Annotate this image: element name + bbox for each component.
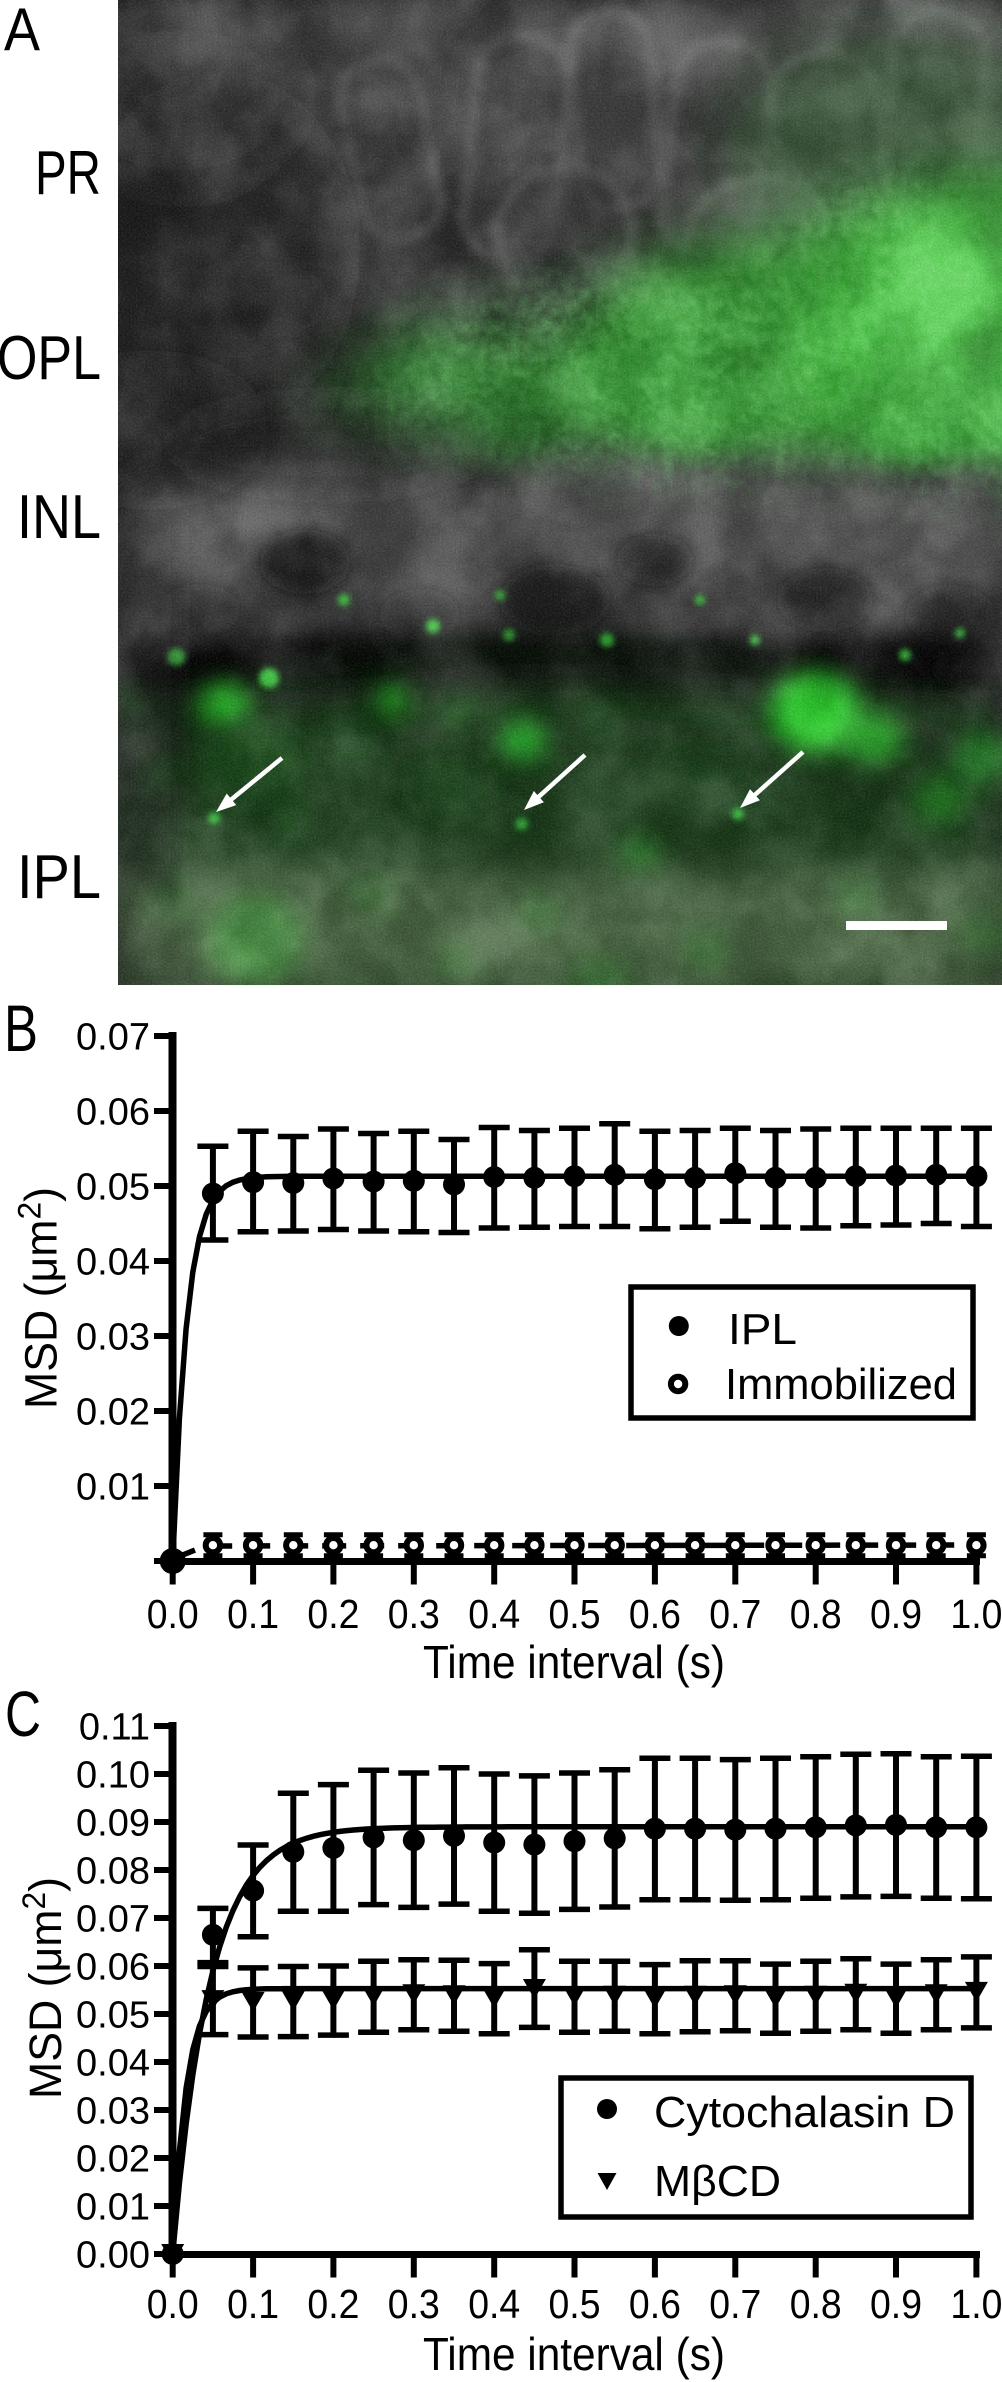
svg-text:0.03: 0.03 — [76, 2091, 150, 2133]
svg-text:1.0: 1.0 — [950, 2281, 1002, 2327]
svg-text:0.3: 0.3 — [388, 1591, 440, 1637]
svg-text:Time interval (s): Time interval (s) — [423, 1636, 725, 1688]
svg-text:0.4: 0.4 — [468, 1591, 520, 1637]
svg-text:0.05: 0.05 — [76, 1995, 150, 2037]
svg-text:0.07: 0.07 — [76, 1899, 150, 1941]
svg-text:C: C — [5, 1678, 41, 1750]
svg-text:0.09: 0.09 — [76, 1803, 150, 1845]
svg-text:PR: PR — [35, 139, 101, 208]
svg-text:0.0: 0.0 — [147, 1591, 199, 1637]
svg-text:0.2: 0.2 — [307, 1591, 359, 1637]
svg-text:0.07: 0.07 — [76, 1017, 150, 1059]
svg-text:0.02: 0.02 — [76, 2139, 150, 2181]
svg-text:0.9: 0.9 — [870, 1591, 922, 1637]
svg-text:Time interval (s): Time interval (s) — [423, 2328, 725, 2380]
svg-text:MβCD: MβCD — [654, 2157, 781, 2206]
svg-text:0.8: 0.8 — [790, 2281, 842, 2327]
svg-text:0.06: 0.06 — [76, 1947, 150, 1989]
svg-text:0.5: 0.5 — [549, 2281, 601, 2327]
svg-text:0.04: 0.04 — [76, 1242, 150, 1284]
svg-text:0.7: 0.7 — [709, 1591, 761, 1637]
svg-text:0.8: 0.8 — [790, 1591, 842, 1637]
svg-text:0.3: 0.3 — [388, 2281, 440, 2327]
svg-text:0.6: 0.6 — [629, 2281, 681, 2327]
svg-text:0.0: 0.0 — [147, 2281, 199, 2327]
svg-text:0.01: 0.01 — [76, 1467, 150, 1509]
svg-text:0.10: 0.10 — [76, 1755, 150, 1797]
svg-text:0.9: 0.9 — [870, 2281, 922, 2327]
svg-text:OPL: OPL — [0, 324, 101, 393]
svg-text:0.6: 0.6 — [629, 1591, 681, 1637]
svg-text:A: A — [4, 0, 40, 63]
svg-text:0.01: 0.01 — [76, 2187, 150, 2229]
svg-text:Immobilized: Immobilized — [725, 1360, 957, 1409]
svg-text:IPL: IPL — [17, 843, 101, 912]
svg-text:B: B — [4, 991, 38, 1065]
svg-text:INL: INL — [17, 483, 101, 552]
svg-text:0.11: 0.11 — [79, 1707, 150, 1749]
svg-text:0.06: 0.06 — [76, 1092, 150, 1134]
svg-text:IPL: IPL — [728, 1305, 797, 1354]
svg-text:0.1: 0.1 — [227, 1591, 279, 1637]
svg-text:0.03: 0.03 — [76, 1317, 150, 1359]
svg-text:0.5: 0.5 — [549, 1591, 601, 1637]
svg-text:0.08: 0.08 — [76, 1851, 150, 1893]
svg-text:1.0: 1.0 — [950, 1591, 1002, 1637]
svg-text:0.05: 0.05 — [76, 1167, 150, 1209]
svg-text:0.2: 0.2 — [307, 2281, 359, 2327]
svg-text:MSD (μm2): MSD (μm2) — [16, 1877, 71, 2099]
svg-text:0.1: 0.1 — [227, 2281, 279, 2327]
svg-text:0.04: 0.04 — [76, 2043, 150, 2085]
svg-text:0.02: 0.02 — [76, 1392, 150, 1434]
svg-text:MSD (μm2): MSD (μm2) — [12, 1187, 67, 1409]
svg-text:0.4: 0.4 — [468, 2281, 520, 2327]
svg-text:0.00: 0.00 — [76, 2235, 150, 2277]
svg-text:Cytochalasin D: Cytochalasin D — [654, 2088, 955, 2137]
svg-text:0.7: 0.7 — [709, 2281, 761, 2327]
